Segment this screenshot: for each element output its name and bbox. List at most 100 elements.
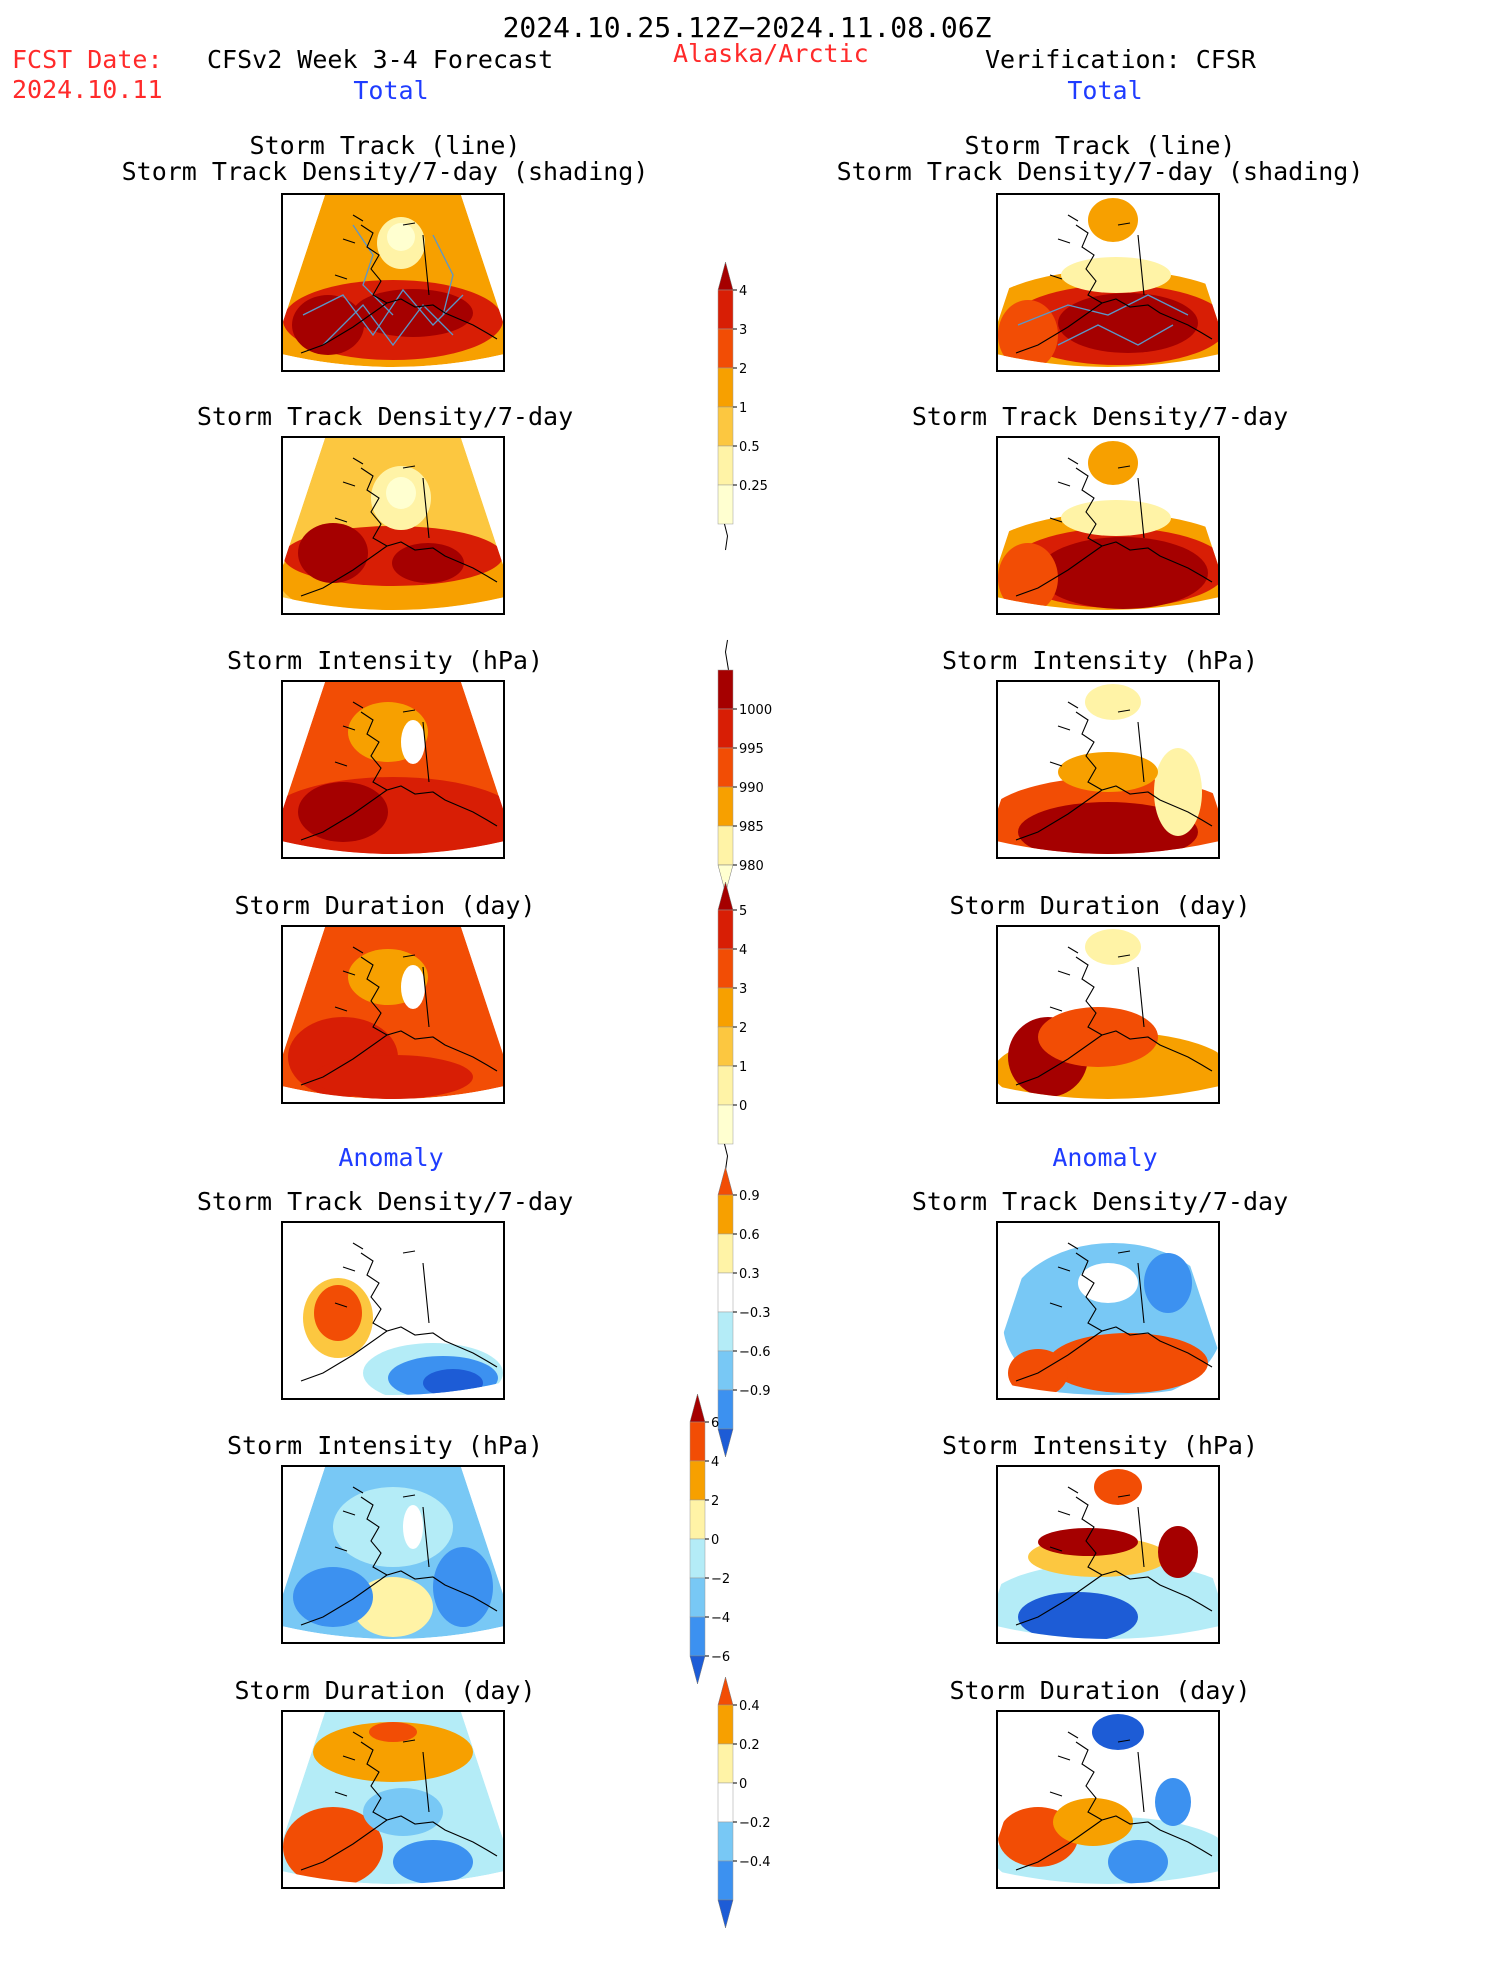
map-density-anomaly-forecast xyxy=(281,1221,505,1400)
shading-region xyxy=(1061,257,1171,293)
shading-region xyxy=(1085,684,1141,720)
panel-title-duration-left: Storm Duration (day) xyxy=(234,891,536,920)
shading-region xyxy=(333,1487,453,1567)
panel-title-density-right: Storm Track Density/7-day xyxy=(911,402,1289,431)
shading-region xyxy=(392,543,464,583)
coastline xyxy=(1015,457,1213,597)
fcst-date-label: FCST Date: xyxy=(12,45,163,74)
colorbar-intensity: 1000 995 990 985 980 xyxy=(717,639,798,897)
colorbar-segment xyxy=(717,406,734,447)
map-svg xyxy=(283,1223,503,1395)
colorbar-tick-label: 0.3 xyxy=(739,1267,760,1282)
colorbar-tick-label: −6 xyxy=(711,1650,730,1665)
map-track-line-forecast xyxy=(281,193,505,372)
colorbar-segment xyxy=(717,1860,734,1901)
shading-region xyxy=(401,720,425,764)
fcst-date-value: 2024.10.11 xyxy=(12,75,163,104)
colorbar-tick-label: −0.4 xyxy=(739,1855,771,1870)
colorbar-tick-label: 3 xyxy=(739,323,747,338)
colorbar-intensity-anomaly-svg: 6 4 2 0 −2 −4 −6 xyxy=(689,1393,730,1685)
colorbar-tick-label: 2 xyxy=(711,1494,719,1509)
colorbar-arrow-top xyxy=(717,261,734,291)
coastline xyxy=(300,1486,498,1626)
coastline xyxy=(1015,1486,1213,1626)
colorbar-density-svg: 4 3 2 1 0.5 0.25 xyxy=(717,261,768,551)
shading-region xyxy=(393,1840,473,1884)
shading-region xyxy=(1038,1528,1138,1556)
coastline xyxy=(300,214,498,354)
colorbar-arrow-bottom xyxy=(717,1899,734,1929)
shading-region xyxy=(1053,1798,1133,1846)
map-duration-anomaly-forecast xyxy=(281,1710,505,1889)
shading-region xyxy=(1094,1469,1142,1505)
coastline xyxy=(300,946,498,1086)
colorbar-segment xyxy=(717,1311,734,1352)
colorbar-segment xyxy=(717,948,734,989)
colorbar-duration-svg: 5 4 3 2 1 0 xyxy=(717,881,747,1171)
colorbar-arrow-top xyxy=(689,1393,706,1423)
shading-region xyxy=(1088,198,1138,242)
colorbar-tick-label: −0.2 xyxy=(739,1816,771,1831)
shading-region xyxy=(1038,1007,1158,1067)
colorbar-tick-label: 0 xyxy=(711,1533,719,1548)
colorbar-tick-label: 0.4 xyxy=(739,1699,760,1714)
colorbar-tick-label: 4 xyxy=(739,943,747,958)
colorbar-tick-label: −0.3 xyxy=(739,1306,771,1321)
colorbar-segment xyxy=(717,909,734,950)
shading-region xyxy=(314,1285,362,1341)
shading-region xyxy=(298,523,368,583)
coastline xyxy=(1015,701,1213,841)
colorbar-tail xyxy=(724,1143,729,1171)
panel-title-line2: Storm Track Density/7-day (shading) xyxy=(836,157,1364,186)
colorbar-arrow-bottom xyxy=(717,864,734,894)
colorbar-segment xyxy=(717,1821,734,1862)
colorbar-tick-label: 3 xyxy=(739,982,747,997)
colorbar-tail xyxy=(724,523,729,551)
panel-title-intensity-left: Storm Intensity (hPa) xyxy=(226,646,544,675)
map-svg xyxy=(283,927,503,1099)
shading-region xyxy=(403,1505,423,1549)
map-svg xyxy=(998,927,1218,1099)
colorbar-segment xyxy=(689,1577,706,1618)
map-intensity-anomaly-forecast xyxy=(281,1465,505,1644)
shading-region xyxy=(433,1547,493,1627)
coastline xyxy=(300,701,498,841)
colorbar-tick-label: 985 xyxy=(739,820,764,835)
colorbar-segment xyxy=(717,786,734,827)
colorbar-segment xyxy=(717,1272,734,1313)
panel-title-density-anom-left: Storm Track Density/7-day xyxy=(196,1187,574,1216)
colorbar-segment xyxy=(717,1782,734,1823)
coastline xyxy=(1015,214,1213,354)
panel-title-intensity-right: Storm Intensity (hPa) xyxy=(941,646,1259,675)
map-density-anomaly-verification xyxy=(996,1221,1220,1400)
colorbar-tick-label: 1000 xyxy=(739,703,772,718)
shading-region xyxy=(1058,293,1198,353)
shading-region xyxy=(313,1055,473,1099)
coastline xyxy=(1015,1731,1213,1871)
map-svg xyxy=(283,195,503,367)
colorbar-tick-label: 1 xyxy=(739,1060,747,1075)
colorbar-intensity-anomaly: 6 4 2 0 −2 −4 −6 xyxy=(689,1393,770,1718)
shading-region xyxy=(1088,441,1138,485)
colorbar-tick-label: −2 xyxy=(711,1572,730,1587)
model-title: CFSv2 Week 3-4 Forecast xyxy=(207,45,554,74)
colorbar-segment xyxy=(717,1233,734,1274)
map-intensity-verification xyxy=(996,680,1220,859)
colorbar-tick-label: 0 xyxy=(739,1099,747,1114)
map-duration-anomaly-verification xyxy=(996,1710,1220,1889)
colorbar-tick-label: 2 xyxy=(739,1021,747,1036)
colorbar-segment xyxy=(689,1616,706,1657)
colorbar-segment xyxy=(689,1538,706,1579)
anomaly-label-right: Anomaly xyxy=(1052,1143,1158,1172)
colorbar-tick-label: 0.9 xyxy=(739,1189,760,1204)
colorbar-arrow-top xyxy=(717,1166,734,1196)
shading-region xyxy=(363,1788,443,1836)
colorbar-tick-label: 5 xyxy=(739,904,747,919)
colorbar-tick-label: −4 xyxy=(711,1611,730,1626)
colorbar-segment xyxy=(717,445,734,486)
map-svg xyxy=(283,682,503,854)
shading-region xyxy=(401,965,425,1009)
coastline xyxy=(1015,946,1213,1086)
map-duration-forecast xyxy=(281,925,505,1104)
shading-region xyxy=(298,782,388,842)
